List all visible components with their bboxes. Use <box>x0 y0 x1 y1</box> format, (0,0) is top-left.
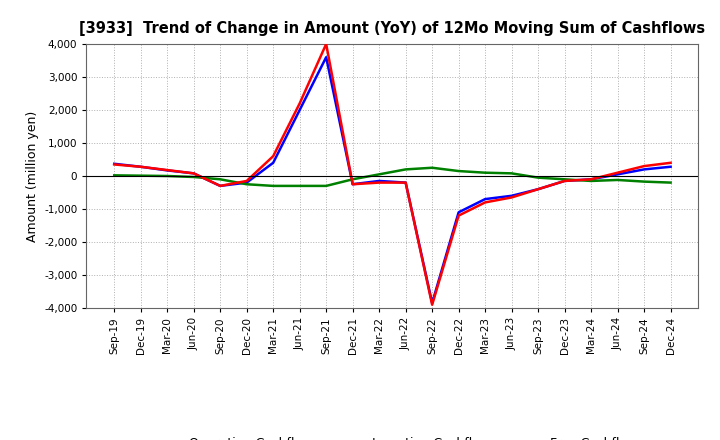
Investing Cashflow <box>481 170 490 175</box>
Free Cashflow <box>375 178 384 183</box>
Free Cashflow <box>666 164 675 169</box>
Free Cashflow <box>640 167 649 172</box>
Investing Cashflow <box>189 174 198 180</box>
Operating Cashflow <box>216 183 225 188</box>
Free Cashflow <box>189 171 198 176</box>
Investing Cashflow <box>640 179 649 184</box>
Operating Cashflow <box>322 41 330 47</box>
Line: Investing Cashflow: Investing Cashflow <box>114 168 670 186</box>
Operating Cashflow <box>481 200 490 205</box>
Free Cashflow <box>508 193 516 198</box>
Line: Free Cashflow: Free Cashflow <box>114 57 670 303</box>
Free Cashflow <box>348 182 357 187</box>
Investing Cashflow <box>269 183 277 188</box>
Operating Cashflow <box>640 164 649 169</box>
Free Cashflow <box>481 196 490 202</box>
Free Cashflow <box>587 177 595 182</box>
Investing Cashflow <box>534 175 542 180</box>
Free Cashflow <box>401 180 410 185</box>
Free Cashflow <box>243 180 251 185</box>
Investing Cashflow <box>613 177 622 183</box>
Investing Cashflow <box>375 172 384 177</box>
Free Cashflow <box>269 160 277 165</box>
Investing Cashflow <box>560 177 569 182</box>
Investing Cashflow <box>243 182 251 187</box>
Investing Cashflow <box>136 173 145 178</box>
Investing Cashflow <box>322 183 330 188</box>
Operating Cashflow <box>348 182 357 187</box>
Free Cashflow <box>110 161 119 166</box>
Operating Cashflow <box>508 195 516 200</box>
Investing Cashflow <box>110 172 119 178</box>
Operating Cashflow <box>534 187 542 192</box>
Free Cashflow <box>295 107 304 113</box>
Free Cashflow <box>613 172 622 177</box>
Operating Cashflow <box>189 171 198 176</box>
Operating Cashflow <box>269 154 277 159</box>
Operating Cashflow <box>295 101 304 106</box>
Free Cashflow <box>216 183 225 188</box>
Free Cashflow <box>428 301 436 306</box>
Operating Cashflow <box>110 162 119 167</box>
Operating Cashflow <box>428 302 436 308</box>
Investing Cashflow <box>295 183 304 188</box>
Operating Cashflow <box>136 164 145 169</box>
Investing Cashflow <box>216 177 225 182</box>
Line: Operating Cashflow: Operating Cashflow <box>114 44 670 305</box>
Investing Cashflow <box>508 171 516 176</box>
Free Cashflow <box>136 164 145 169</box>
Investing Cashflow <box>454 169 463 174</box>
Free Cashflow <box>454 210 463 215</box>
Free Cashflow <box>322 55 330 60</box>
Y-axis label: Amount (million yen): Amount (million yen) <box>26 110 39 242</box>
Operating Cashflow <box>587 177 595 182</box>
Free Cashflow <box>163 168 171 173</box>
Operating Cashflow <box>613 170 622 175</box>
Operating Cashflow <box>560 178 569 183</box>
Title: [3933]  Trend of Change in Amount (YoY) of 12Mo Moving Sum of Cashflows: [3933] Trend of Change in Amount (YoY) o… <box>79 21 706 36</box>
Operating Cashflow <box>163 168 171 173</box>
Free Cashflow <box>560 178 569 183</box>
Operating Cashflow <box>401 180 410 185</box>
Investing Cashflow <box>587 178 595 183</box>
Operating Cashflow <box>454 213 463 218</box>
Operating Cashflow <box>375 180 384 185</box>
Investing Cashflow <box>666 180 675 185</box>
Investing Cashflow <box>348 177 357 182</box>
Free Cashflow <box>534 187 542 192</box>
Investing Cashflow <box>428 165 436 170</box>
Operating Cashflow <box>666 160 675 165</box>
Investing Cashflow <box>401 167 410 172</box>
Legend: Operating Cashflow, Investing Cashflow, Free Cashflow: Operating Cashflow, Investing Cashflow, … <box>143 432 642 440</box>
Operating Cashflow <box>243 178 251 183</box>
Investing Cashflow <box>163 173 171 179</box>
